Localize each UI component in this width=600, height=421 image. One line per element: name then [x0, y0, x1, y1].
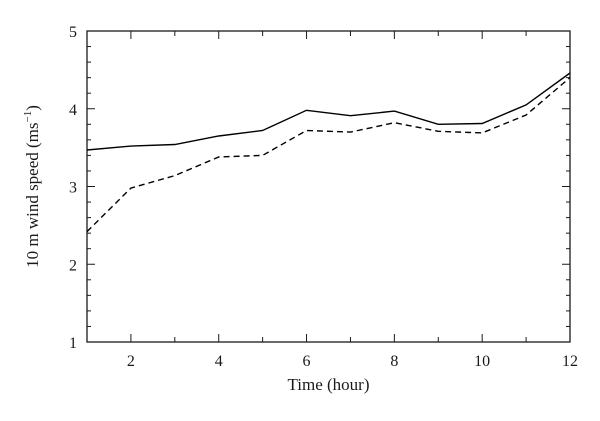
- x-tick-label: 2: [127, 353, 135, 370]
- y-axis-label-close: ): [23, 105, 42, 111]
- y-tick-label: 1: [69, 335, 77, 352]
- y-axis-label: 10 m wind speed (ms−1): [22, 105, 42, 268]
- y-tick-label: 2: [69, 257, 77, 274]
- y-tick-label: 4: [69, 102, 77, 119]
- x-tick-label: 12: [562, 353, 578, 370]
- x-tick-label: 6: [303, 353, 311, 370]
- x-axis-label: Time (hour): [287, 375, 369, 394]
- x-tick-label: 4: [215, 353, 223, 370]
- solid-series-line: [86, 72, 571, 151]
- y-tick-label: 3: [69, 180, 77, 197]
- y-tick-label: 5: [69, 24, 77, 41]
- dashed-series-line: [86, 77, 571, 233]
- x-tick-label: 10: [474, 353, 490, 370]
- data-series: [86, 72, 571, 233]
- x-axis-ticks: 2 4 6 8 10 12: [86, 31, 578, 370]
- plot-area-frame: [86, 30, 571, 343]
- y-axis-label-main: 10 m wind speed (ms: [23, 122, 42, 267]
- y-axis-label-superscript: −1: [22, 111, 34, 123]
- y-axis-ticks: 1 2 3 4 5: [69, 24, 570, 352]
- x-tick-label: 8: [390, 353, 398, 370]
